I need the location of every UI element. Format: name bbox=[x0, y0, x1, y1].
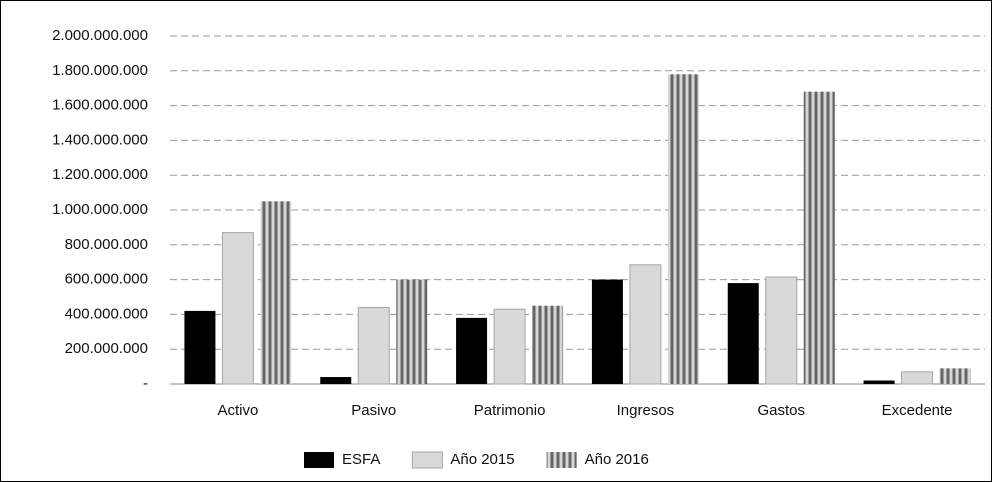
y-tick-label: 600.000.000 bbox=[65, 271, 148, 288]
y-tick-label: - bbox=[143, 375, 148, 392]
bar bbox=[667, 74, 699, 384]
bar bbox=[493, 308, 526, 385]
bar bbox=[629, 264, 662, 385]
y-tick-label: 800.000.000 bbox=[65, 236, 148, 253]
legend-swatch bbox=[304, 452, 334, 468]
bar bbox=[221, 232, 254, 385]
y-tick-label: 200.000.000 bbox=[65, 340, 148, 357]
bar bbox=[456, 317, 488, 384]
bar bbox=[260, 201, 292, 384]
y-tick-label: 1.200.000.000 bbox=[52, 166, 148, 183]
legend-swatch bbox=[546, 452, 577, 468]
bar bbox=[396, 279, 428, 384]
bar bbox=[765, 276, 798, 385]
legend-label: ESFA bbox=[342, 451, 380, 468]
y-tick-label: 400.000.000 bbox=[65, 305, 148, 322]
x-tick-label: Gastos bbox=[757, 402, 805, 419]
bar bbox=[591, 279, 623, 384]
legend-swatch bbox=[411, 451, 443, 469]
x-tick-label: Excedente bbox=[882, 402, 953, 419]
bar bbox=[320, 377, 352, 384]
y-tick-label: 1.800.000.000 bbox=[52, 62, 148, 79]
x-tick-label: Ingresos bbox=[617, 402, 675, 419]
bar bbox=[357, 306, 390, 385]
x-tick-label: Pasivo bbox=[351, 402, 396, 419]
bar bbox=[727, 283, 759, 384]
bar bbox=[184, 310, 216, 384]
bar bbox=[901, 371, 934, 385]
x-tick-label: Activo bbox=[217, 402, 258, 419]
legend-label: Año 2016 bbox=[585, 451, 649, 468]
bar bbox=[532, 305, 564, 384]
y-tick-label: 1.600.000.000 bbox=[52, 97, 148, 114]
y-tick-label: 2.000.000.000 bbox=[52, 27, 148, 44]
bar bbox=[803, 91, 835, 385]
x-tick-label: Patrimonio bbox=[474, 402, 546, 419]
legend-label: Año 2015 bbox=[450, 451, 514, 468]
y-tick-label: 1.400.000.000 bbox=[52, 131, 148, 148]
y-tick-label: 1.000.000.000 bbox=[52, 201, 148, 218]
bar bbox=[939, 368, 971, 384]
bar bbox=[863, 380, 895, 384]
